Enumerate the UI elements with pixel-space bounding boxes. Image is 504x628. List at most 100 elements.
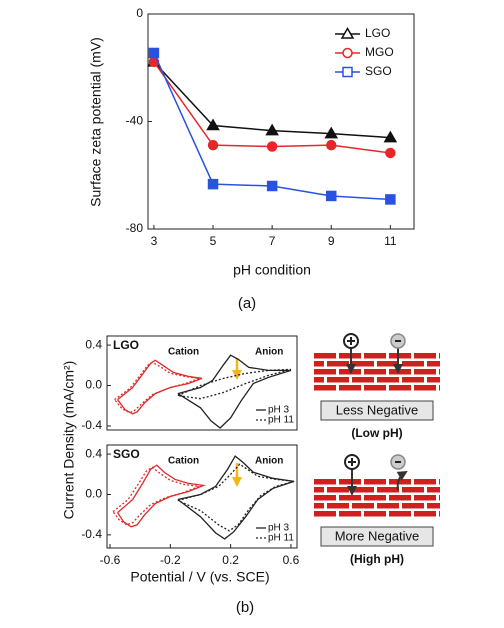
series-line [153,61,391,154]
brick [402,377,424,383]
brick [439,511,440,517]
series-line [177,463,295,532]
brick [377,377,399,383]
brick [389,479,411,485]
y-tick-label: -40 [126,114,144,128]
brick [414,369,436,375]
legend-marker [342,66,353,78]
brick [352,377,374,383]
legend-marker [340,27,355,39]
series-line [177,354,292,429]
brick [352,361,374,367]
legend-marker [342,47,353,59]
annotation: LGO [113,338,139,352]
brick [339,479,361,485]
brick [427,487,440,493]
marker [324,126,339,139]
legend-label: pH 3 [268,405,290,416]
marker [385,194,396,205]
brick [314,377,324,383]
y-tick-label: 0.4 [85,337,102,351]
brick [377,503,399,509]
brick [314,487,324,493]
x-tick-label: 5 [210,234,217,248]
brick [402,361,424,367]
brick [364,479,386,485]
marker [265,123,279,136]
series-line [114,361,200,414]
brick [439,385,440,391]
y-tick-label: 0.4 [85,446,102,460]
x-tick-label: -0.6 [100,553,121,567]
brick [377,487,399,493]
legend-label: LGO [365,26,390,40]
brick [402,503,424,509]
brick [327,487,349,493]
charge-box [320,400,434,421]
brick [339,495,361,501]
brick [327,503,349,509]
legend-label: pH 11 [268,415,294,426]
brick [364,511,386,517]
brick [427,361,440,367]
condition-label: (High pH) [350,552,404,566]
brick [414,353,436,359]
brick [389,369,411,375]
brick [439,479,440,485]
x-tick-label: 7 [269,234,276,248]
brick [364,369,386,375]
brick [314,353,336,359]
brick [314,511,336,517]
brick [389,353,411,359]
brick [427,503,440,509]
brick [364,385,386,391]
legend-label: SGO [365,64,392,78]
brick [352,487,374,493]
y-tick-label: 0 [136,6,143,20]
brick [439,495,440,501]
marker [266,141,278,152]
marker [385,147,396,159]
y-axis-title: Surface zeta potential (mV) [88,37,104,207]
marker [207,178,219,190]
marker [325,139,337,151]
y-tick-label: -80 [126,221,144,235]
condition-label: (Low pH) [351,426,402,440]
marker [383,130,398,143]
marker [325,190,337,202]
legend-label: MGO [365,45,394,59]
annotation: Anion [255,456,283,467]
caption: (a) [238,295,256,312]
x-tick-label: 3 [151,234,158,248]
y-tick-label: -0.4 [81,418,102,432]
brick [364,495,386,501]
brick [427,377,440,383]
brick [339,385,361,391]
brick [327,361,349,367]
x-tick-label: 9 [328,234,335,248]
x-tick-label: -0.2 [160,553,181,567]
annotation: Cation [168,456,199,467]
x-axis-title: Potential / V (vs. SCE) [130,569,269,585]
brick [314,479,336,485]
brick [439,353,440,359]
x-tick-label: 0.6 [283,553,300,567]
brick [402,487,424,493]
series-line [117,359,203,415]
marker [206,118,220,131]
marker [148,47,160,59]
brick [389,495,411,501]
brick [414,479,436,485]
plot-frame [106,335,298,431]
brick [414,511,436,517]
x-axis-title: pH condition [233,262,311,278]
charge-box [320,526,434,547]
series-line [117,464,207,528]
brick [339,511,361,517]
brick [327,377,349,383]
brick [352,503,374,509]
marker [266,180,278,192]
y-tick-label: -0.4 [81,527,102,541]
